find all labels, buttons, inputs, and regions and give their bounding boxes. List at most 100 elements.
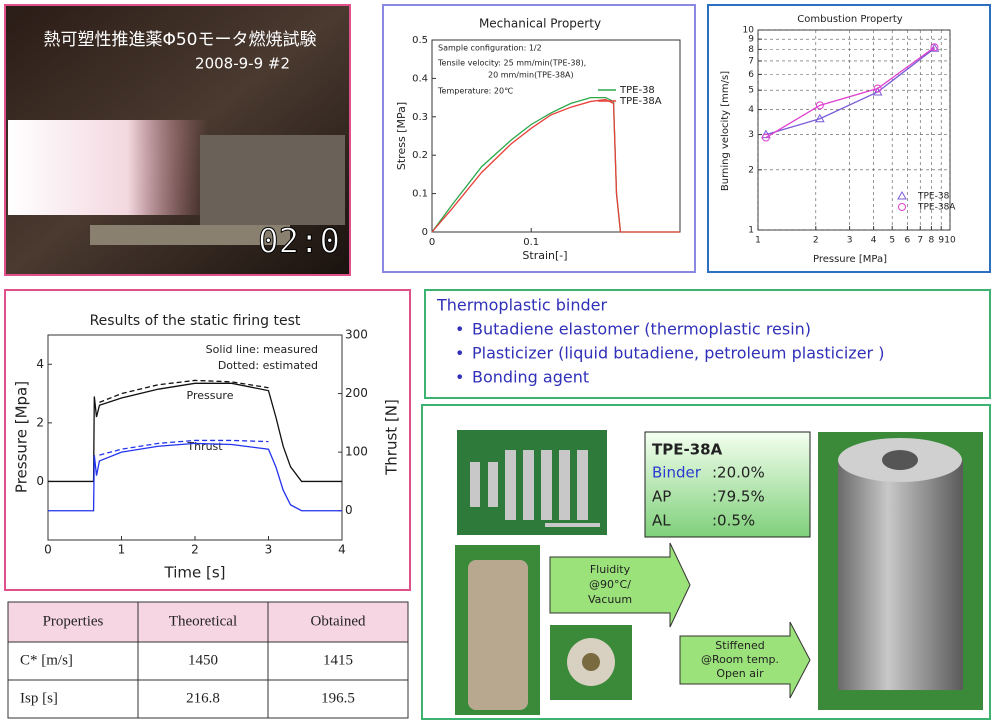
legend-marker — [898, 192, 906, 199]
series-line — [99, 440, 268, 455]
x-tick-label: 6 — [905, 236, 911, 246]
x-tick-label: 7 — [917, 236, 923, 246]
chart-title: Mechanical Property — [479, 17, 601, 31]
x-tick-label: 0 — [429, 237, 435, 248]
y-tick-label: 6 — [748, 70, 754, 80]
series-line — [99, 380, 268, 402]
x-tick-label: 1 — [755, 236, 761, 246]
video-date: 2008-9-9 #2 — [195, 55, 290, 73]
annotation: Temperature: 20℃ — [437, 87, 513, 96]
cylinder-bore — [882, 450, 918, 470]
bullet: • — [455, 368, 464, 387]
y-tick-label: 9 — [748, 35, 754, 45]
bullet: • — [455, 320, 464, 339]
binder-item: Bonding agent — [472, 368, 589, 387]
table-cell: Isp [s] — [20, 690, 58, 706]
legend-label: TPE-38 — [917, 192, 950, 202]
y-tick-label: 0.3 — [412, 112, 428, 123]
legend-label: TPE-38A — [619, 96, 662, 107]
slide: 熱可塑性推進薬Φ50モータ燃焼試験 2008-9-9 #2 02:0 Mecha… — [0, 0, 995, 722]
x-tick-label: 5 — [889, 236, 895, 246]
y-axis-label: Pressure [Mpa] — [13, 381, 31, 493]
x-tick-label: 2 — [191, 543, 199, 557]
y-tick-label: 4 — [748, 105, 754, 115]
motor-case — [468, 560, 528, 710]
table-header: Obtained — [311, 613, 366, 629]
y-axis-label: Stress [MPa] — [395, 102, 408, 170]
bullet: • — [455, 344, 464, 363]
process-text: Open air — [716, 667, 764, 680]
annotation: Tensile velocity: 25 mm/min(TPE-38), — [437, 59, 586, 68]
y-tick-label: 0 — [36, 474, 44, 488]
table-cell: 1450 — [188, 652, 218, 668]
y-axis-label: Burning velocity [mm/s] — [720, 71, 731, 191]
composition-value: :79.5% — [712, 488, 765, 506]
y2-tick-label: 0 — [345, 503, 353, 517]
x-axis-label: Pressure [MPa] — [813, 254, 887, 265]
y2-tick-label: 300 — [345, 328, 368, 342]
y-tick-label: 5 — [748, 86, 754, 96]
cylinder — [838, 460, 963, 690]
table-cell: 1415 — [323, 652, 353, 668]
x-tick-label: 3 — [847, 236, 853, 246]
y-tick-label: 1 — [748, 226, 754, 236]
table-cell: 216.8 — [186, 690, 220, 706]
process-text: Fluidity — [590, 563, 631, 576]
page: 熱可塑性推進薬Φ50モータ燃焼試験 2008-9-9 #2 02:0 Mecha… — [0, 0, 995, 722]
video-timer: 02:0 — [258, 222, 340, 262]
legend-label: TPE-38A — [917, 203, 956, 213]
x-tick-label: 4 — [871, 236, 877, 246]
binder-title: Thermoplastic binder — [436, 296, 608, 315]
annotation: Dotted: estimated — [218, 359, 318, 372]
composition-label: AP — [652, 488, 671, 506]
grain-core — [582, 653, 600, 671]
y-tick-label: 0 — [422, 227, 428, 238]
y2-axis-label: Thrust [N] — [383, 399, 401, 476]
motor — [200, 135, 345, 225]
legend-marker — [899, 204, 906, 211]
chart-title: Combustion Property — [797, 14, 902, 25]
y-tick-label: 2 — [36, 415, 44, 429]
annotation: Sample configuration: 1/2 — [438, 44, 542, 53]
annotation: Pressure — [187, 389, 234, 402]
process-text: @90°C/ — [589, 578, 631, 591]
y-tick-label: 2 — [748, 165, 754, 175]
composition-label: AL — [652, 512, 671, 530]
y-tick-label: 0.5 — [412, 35, 428, 46]
binder-item: Plasticizer (liquid butadiene, petroleum… — [472, 344, 884, 363]
x-axis-label: Time [s] — [164, 564, 226, 582]
y-tick-label: 7 — [748, 56, 754, 66]
y2-tick-label: 200 — [345, 386, 368, 400]
annotation: 20 mm/min(TPE-38A) — [488, 71, 574, 80]
x-tick-label: 4 — [338, 543, 346, 557]
table-header: Theoretical — [169, 613, 237, 629]
series-line — [432, 100, 680, 232]
x-tick-label: 3 — [265, 543, 273, 557]
y-tick-label: 0.4 — [412, 73, 428, 84]
process-text: @Room temp. — [701, 653, 779, 666]
legend-label: TPE-38 — [619, 85, 655, 96]
x-tick-label: 0 — [44, 543, 52, 557]
y-tick-label: 10 — [743, 26, 755, 36]
x-tick-label: 0.1 — [523, 237, 539, 248]
y2-tick-label: 100 — [345, 445, 368, 459]
process-text: Vacuum — [588, 593, 632, 606]
annotation: Thrust — [186, 440, 223, 453]
y-tick-label: 8 — [748, 45, 754, 55]
process-text: Stiffened — [715, 639, 764, 652]
x-axis-label: Strain[-] — [522, 249, 567, 262]
x-tick-label: 2 — [813, 236, 819, 246]
y-tick-label: 3 — [748, 130, 754, 140]
series-line — [432, 98, 680, 232]
chart-title: Results of the static firing test — [90, 313, 301, 329]
composition-value: :0.5% — [712, 512, 755, 530]
table-header: Properties — [43, 613, 104, 629]
y-tick-label: 4 — [36, 357, 44, 371]
video-caption: 熱可塑性推進薬Φ50モータ燃焼試験 — [43, 30, 316, 50]
flame — [8, 120, 208, 215]
x-tick-label: 8 — [929, 236, 935, 246]
binder-item: Butadiene elastomer (thermoplastic resin… — [472, 320, 811, 339]
x-tick-label: 10 — [944, 236, 956, 246]
y-tick-label: 0.1 — [412, 189, 428, 200]
table-cell: 196.5 — [321, 690, 355, 706]
